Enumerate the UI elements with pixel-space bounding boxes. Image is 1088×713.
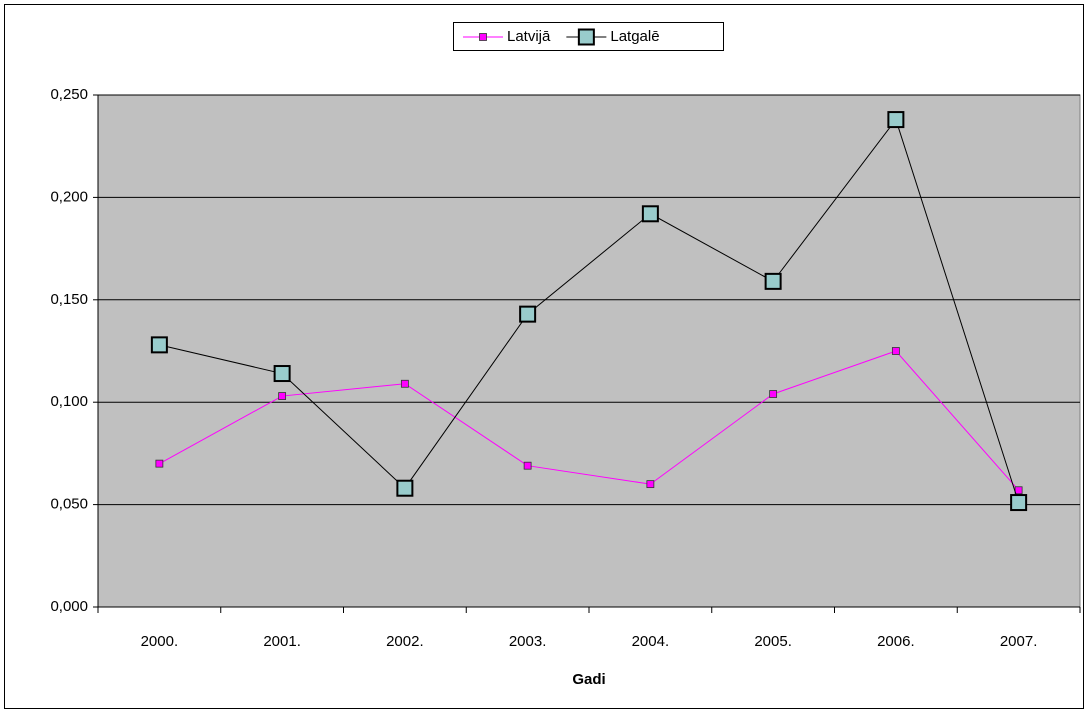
y-tick-label: 0,000 [50, 598, 88, 615]
legend-marker [577, 28, 595, 46]
data-point [523, 461, 532, 470]
legend-label: Latvijā [507, 28, 551, 45]
data-point [641, 205, 659, 223]
x-tick-label: 2003. [509, 633, 547, 650]
data-point [764, 272, 782, 290]
y-tick-label: 0,100 [50, 393, 88, 410]
data-point [646, 480, 655, 489]
series-line [159, 350, 1020, 491]
data-point [273, 365, 291, 383]
data-point [150, 336, 168, 354]
x-tick-label: 2007. [1000, 633, 1038, 650]
data-point [1014, 486, 1023, 495]
legend-marker [479, 33, 487, 41]
x-tick-label: 2000. [141, 633, 179, 650]
legend-label: Latgalē [610, 28, 659, 45]
y-tick-label: 0,050 [50, 496, 88, 513]
x-tick-label: 2004. [632, 633, 670, 650]
x-tick-label: 2006. [877, 633, 915, 650]
data-point [769, 390, 778, 398]
x-tick-label: 2001. [263, 633, 301, 650]
data-point [278, 392, 287, 400]
data-point [1010, 494, 1028, 512]
data-point [519, 305, 537, 323]
data-point [396, 479, 414, 497]
x-axis-title: Gadi [572, 671, 605, 688]
series-line [159, 118, 1020, 503]
y-tick-label: 0,200 [50, 188, 88, 205]
plot-area [97, 94, 1081, 608]
data-point [400, 379, 409, 388]
data-point [155, 459, 164, 468]
y-tick-label: 0,150 [50, 291, 88, 308]
x-tick-label: 2005. [754, 633, 792, 650]
data-point [891, 347, 900, 355]
x-tick-label: 2002. [386, 633, 424, 650]
data-point [887, 111, 905, 129]
y-tick-label: 0,250 [50, 86, 88, 103]
